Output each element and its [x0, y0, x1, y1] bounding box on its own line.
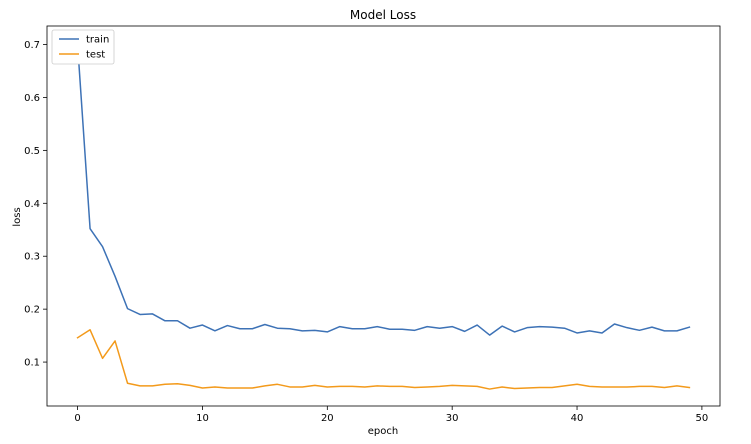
y-tick-label: 0.7 [24, 40, 40, 51]
x-tick-label: 10 [196, 413, 209, 424]
y-tick-label: 0.6 [24, 93, 40, 104]
series-line-test [76, 329, 691, 390]
legend-label-test: test [86, 50, 105, 61]
x-tick-label: 20 [321, 413, 334, 424]
x-axis-label: epoch [368, 426, 398, 437]
x-tick-label: 40 [571, 413, 584, 424]
legend: train test [51, 29, 115, 65]
y-tick-label: 0.2 [24, 305, 40, 316]
y-tick-label: 0.1 [24, 358, 40, 369]
y-tick-label: 0.4 [24, 199, 40, 210]
x-axis: 0 10 20 30 40 50 [74, 406, 708, 424]
series-line-train [76, 43, 691, 336]
y-axis-label: loss [12, 207, 23, 226]
x-tick-label: 0 [74, 413, 80, 424]
legend-label-train: train [86, 35, 109, 46]
x-tick-label: 30 [446, 413, 459, 424]
series-layer [76, 43, 691, 390]
chart-title: Model Loss [350, 8, 416, 22]
y-tick-label: 0.3 [24, 252, 40, 263]
y-tick-label: 0.5 [24, 146, 40, 157]
plot-frame [46, 25, 721, 407]
x-tick-label: 50 [696, 413, 709, 424]
y-axis: 0.1 0.2 0.3 0.4 0.5 0.6 0.7 [24, 40, 47, 369]
